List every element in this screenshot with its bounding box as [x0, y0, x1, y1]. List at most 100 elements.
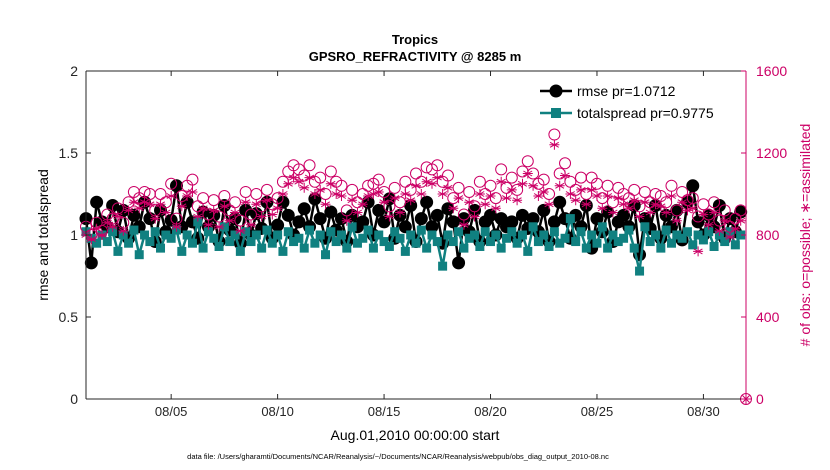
series-3-point [341, 215, 352, 226]
series-3-point [214, 221, 225, 232]
series-1-point [549, 227, 559, 237]
series-3-point [655, 201, 666, 212]
series-1-point [523, 246, 533, 256]
series-0-point [414, 212, 428, 226]
series-1-point [725, 227, 735, 237]
y-right-tick-label: 1200 [756, 145, 787, 161]
series-1-point [666, 238, 676, 248]
series-3-point [86, 234, 97, 245]
series-1-point [305, 225, 315, 235]
series-1-point [560, 233, 570, 243]
series-1-point [299, 243, 309, 253]
series-0-point [420, 195, 434, 209]
series-3-point [379, 197, 390, 208]
series-3-point [682, 205, 693, 216]
series-1-point [129, 225, 139, 235]
series-2-point [165, 177, 178, 190]
series-3-point [560, 170, 570, 181]
series-3-point [155, 199, 166, 210]
series-3-point [107, 221, 118, 232]
series-1-point [235, 246, 245, 256]
series-3-point [687, 203, 698, 214]
series-3-point [224, 215, 235, 226]
series-3-point [416, 189, 427, 199]
series-3-point [144, 199, 155, 210]
series-3-point [544, 199, 555, 210]
series-3-point [693, 246, 704, 257]
series-3-point [293, 176, 304, 187]
series-1-point [539, 230, 549, 240]
series-3-point [97, 230, 107, 240]
series-1-point [384, 241, 394, 251]
y-left-tick-label: 1.5 [59, 145, 79, 161]
series-1-point [565, 214, 575, 224]
series-0-point [334, 212, 348, 226]
series-1-point [720, 237, 730, 247]
series-1-point [124, 238, 134, 248]
series-1-point [140, 230, 150, 240]
series-3-point [309, 189, 320, 199]
series-1-point [400, 246, 410, 256]
series-3-point [698, 209, 709, 220]
series-1-point [459, 243, 469, 253]
series-0-point [430, 208, 444, 222]
series-1-point [225, 237, 235, 247]
series-3-point [230, 207, 240, 218]
series-1-point [517, 230, 527, 240]
series-1-point [624, 225, 634, 235]
series-3-point [357, 199, 368, 210]
series-3-point [187, 187, 198, 197]
series-3-point [528, 180, 539, 191]
y-left-tick-label: 1 [70, 227, 78, 243]
series-3-point [352, 207, 363, 218]
y-axis-label-left: rmse and totalspread [35, 169, 51, 301]
series-3-point [709, 207, 720, 218]
series-1-point [438, 261, 448, 271]
series-3-point [299, 182, 310, 193]
series-3-point [639, 197, 650, 208]
series-1-point [251, 230, 261, 240]
series-0-point [617, 208, 631, 222]
series-3-point [586, 184, 597, 195]
series-3-point [730, 223, 741, 234]
series-0-point [515, 208, 529, 222]
legend-marker [549, 84, 563, 98]
series-3-point [182, 191, 193, 201]
series-3-point [735, 215, 746, 226]
legend-entry: rmse pr=1.0712 [540, 83, 676, 99]
series-3-point [325, 178, 336, 189]
series-3-point [192, 211, 203, 222]
x-tick-label: 08/25 [581, 404, 614, 419]
series-1-point [390, 227, 400, 237]
series-0-point [356, 215, 370, 229]
x-tick-label: 08/20 [474, 404, 507, 419]
series-2-point [441, 169, 454, 182]
series-1-point [576, 227, 586, 237]
series-1-point [693, 230, 703, 240]
series-3-point [203, 219, 214, 230]
series-1-point [347, 222, 357, 232]
series-1-point [342, 243, 352, 253]
series-1-point [395, 233, 405, 243]
series-1-point [203, 227, 213, 237]
series-1-point [507, 227, 517, 237]
series-3-point [549, 139, 560, 150]
series-1-point [156, 243, 166, 253]
y-right-tick-label: 800 [756, 227, 780, 243]
series-3-point [389, 193, 400, 204]
series-0-point [452, 256, 466, 270]
series-3-point [522, 168, 533, 179]
series-2-point [303, 159, 316, 172]
series-3-point [267, 209, 278, 220]
series-1-point [496, 243, 506, 253]
series-3-point [400, 189, 411, 199]
series-1-point [571, 237, 581, 247]
series-1-point [661, 225, 671, 235]
chart-title: Tropics [392, 32, 438, 47]
series-3-point [506, 184, 517, 195]
series-3-point [607, 207, 618, 218]
series-1-point [688, 240, 698, 250]
series-3-point [160, 207, 171, 218]
series-3-point [102, 217, 113, 228]
series-1-point [145, 237, 155, 247]
